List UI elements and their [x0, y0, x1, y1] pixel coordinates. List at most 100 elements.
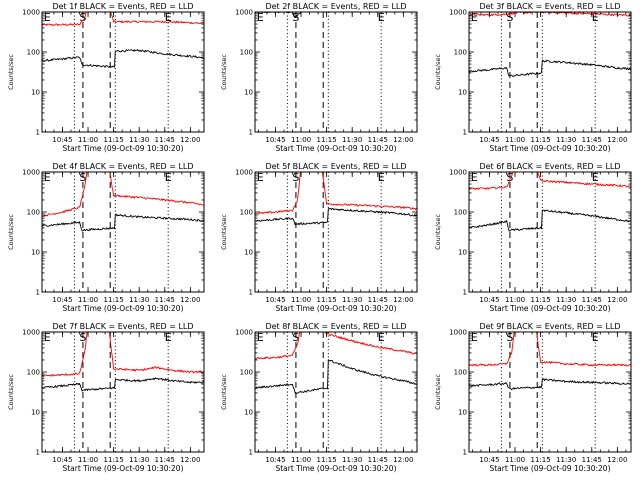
marker-label: S: [506, 11, 513, 24]
y-tick-label: 1000: [449, 329, 467, 337]
axes-box: [254, 171, 418, 293]
marker-label: E: [378, 11, 385, 24]
y-tick-label: 1: [463, 449, 467, 457]
y-tick-label: 1: [36, 129, 40, 137]
y-tick-label: 100: [27, 209, 40, 217]
x-tick-label: 10:45: [265, 136, 285, 144]
x-tick-label: 11:45: [582, 296, 602, 304]
y-axis-label: Counts/sec: [7, 214, 15, 250]
y-tick-label: 100: [240, 49, 253, 57]
series-line-lld: [469, 172, 631, 191]
x-axis-label: Start Time (09-Oct-09 10:30:20): [489, 144, 610, 153]
x-tick-label: 11:45: [582, 136, 602, 144]
y-tick-label: 1000: [449, 169, 467, 177]
x-tick-label: 11:00: [505, 456, 525, 464]
y-axis-label: Counts/sec: [220, 54, 228, 90]
y-axis-label: Counts/sec: [434, 214, 442, 250]
axes-box: [41, 331, 205, 453]
marker-label: E: [44, 331, 51, 344]
y-tick-label: 10: [31, 249, 40, 257]
axes-box: [254, 11, 418, 133]
series-line-events: [469, 59, 631, 77]
x-axis-label: Start Time (09-Oct-09 10:30:20): [489, 304, 610, 313]
y-axis-label: Counts/sec: [220, 374, 228, 410]
y-tick-label: 100: [454, 209, 467, 217]
x-tick-label: 11:15: [104, 136, 124, 144]
series-line-events: [42, 49, 204, 68]
x-tick-label: 12:00: [607, 296, 627, 304]
marker-label: S: [79, 171, 86, 184]
y-tick-label: 100: [240, 209, 253, 217]
x-tick-label: 11:15: [317, 456, 337, 464]
x-tick-label: 12:00: [607, 456, 627, 464]
y-tick-label: 1000: [235, 169, 253, 177]
x-tick-label: 11:15: [531, 456, 551, 464]
x-tick-label: 10:45: [265, 456, 285, 464]
marker-label: E: [44, 11, 51, 24]
series-line-lld: [42, 172, 204, 217]
x-tick-label: 12:00: [180, 296, 200, 304]
series-line-events: [42, 213, 204, 232]
y-tick-label: 1: [463, 129, 467, 137]
marker-label: E: [592, 331, 599, 344]
x-tick-label: 11:30: [556, 296, 576, 304]
y-tick-label: 1: [463, 289, 467, 297]
panel-title: Det 1f BLACK = Events, RED = LLD: [52, 2, 193, 11]
x-tick-label: 12:00: [180, 456, 200, 464]
y-tick-label: 1000: [235, 9, 253, 17]
x-tick-label: 11:15: [104, 296, 124, 304]
panel-title: Det 3f BLACK = Events, RED = LLD: [479, 2, 620, 11]
x-tick-label: 11:45: [155, 296, 175, 304]
x-tick-label: 11:30: [556, 456, 576, 464]
y-tick-label: 1: [249, 449, 253, 457]
marker-label: S: [506, 331, 513, 344]
x-tick-label: 10:45: [265, 296, 285, 304]
y-tick-label: 10: [458, 249, 467, 257]
series-line-events: [469, 209, 631, 232]
marker-label: E: [471, 11, 478, 24]
marker-label: E: [257, 11, 264, 24]
panel-title: Det 6f BLACK = Events, RED = LLD: [479, 162, 620, 171]
x-tick-label: 11:00: [78, 296, 98, 304]
marker-label: S: [506, 171, 513, 184]
x-tick-label: 10:45: [479, 456, 499, 464]
x-tick-label: 11:30: [129, 136, 149, 144]
y-axis-label: Counts/sec: [220, 214, 228, 250]
y-tick-label: 100: [27, 369, 40, 377]
panel-title: Det 4f BLACK = Events, RED = LLD: [52, 162, 193, 171]
x-tick-label: 11:00: [291, 296, 311, 304]
marker-label: S: [79, 331, 86, 344]
x-axis-label: Start Time (09-Oct-09 10:30:20): [275, 304, 396, 313]
x-tick-label: 11:15: [317, 136, 337, 144]
x-tick-label: 11:30: [556, 136, 576, 144]
panel-title: Det 8f BLACK = Events, RED = LLD: [265, 322, 406, 331]
y-tick-label: 1000: [22, 169, 40, 177]
x-tick-label: 12:00: [180, 136, 200, 144]
x-tick-label: 11:30: [129, 456, 149, 464]
axes-box: [468, 11, 632, 133]
series-line-events: [469, 378, 631, 391]
x-tick-label: 11:15: [531, 136, 551, 144]
series-line-lld: [469, 332, 631, 367]
x-tick-label: 11:15: [317, 296, 337, 304]
x-tick-label: 12:00: [393, 456, 413, 464]
x-axis-label: Start Time (09-Oct-09 10:30:20): [489, 464, 610, 473]
y-tick-label: 100: [240, 369, 253, 377]
series-line-lld: [42, 12, 204, 26]
x-axis-label: Start Time (09-Oct-09 10:30:20): [275, 464, 396, 473]
x-tick-label: 11:30: [342, 456, 362, 464]
marker-label: S: [292, 171, 299, 184]
y-tick-label: 10: [244, 409, 253, 417]
axes-box: [254, 331, 418, 453]
marker-label: E: [165, 331, 172, 344]
marker-label: E: [592, 11, 599, 24]
